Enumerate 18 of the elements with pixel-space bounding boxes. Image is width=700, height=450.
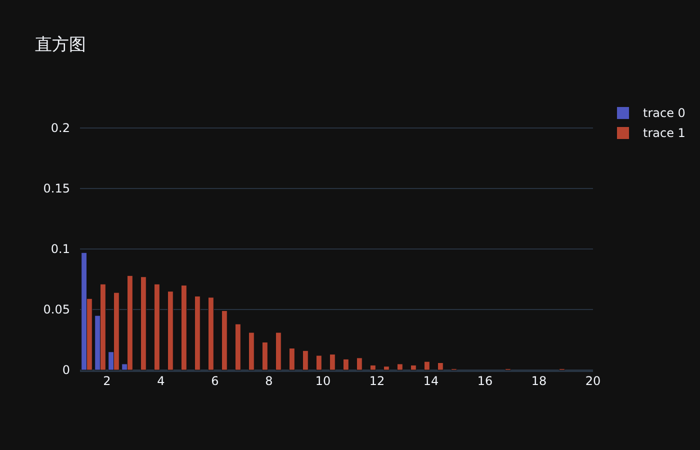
y-tick-label: 0.1	[50, 242, 70, 256]
x-tick-label: 20	[585, 374, 601, 388]
x-tick-label: 8	[265, 374, 273, 388]
y-tick-label: 0.2	[50, 121, 70, 135]
x-tick-label: 12	[369, 374, 385, 388]
x-tick-label: 10	[315, 374, 331, 388]
legend-label: trace 0	[643, 106, 686, 120]
legend-label: trace 1	[643, 126, 686, 140]
chart-title: 直方图	[35, 35, 86, 55]
y-tick-label: 0	[62, 363, 70, 377]
y-tick-label: 0.05	[43, 302, 70, 316]
x-tick-label: 18	[531, 374, 547, 388]
x-tick-label: 16	[477, 374, 493, 388]
y-tick-label: 0.15	[43, 182, 70, 196]
x-tick-label: 6	[211, 374, 219, 388]
x-tick-label: 14	[423, 374, 439, 388]
x-tick-label: 4	[157, 374, 165, 388]
x-tick-label: 2	[103, 374, 111, 388]
